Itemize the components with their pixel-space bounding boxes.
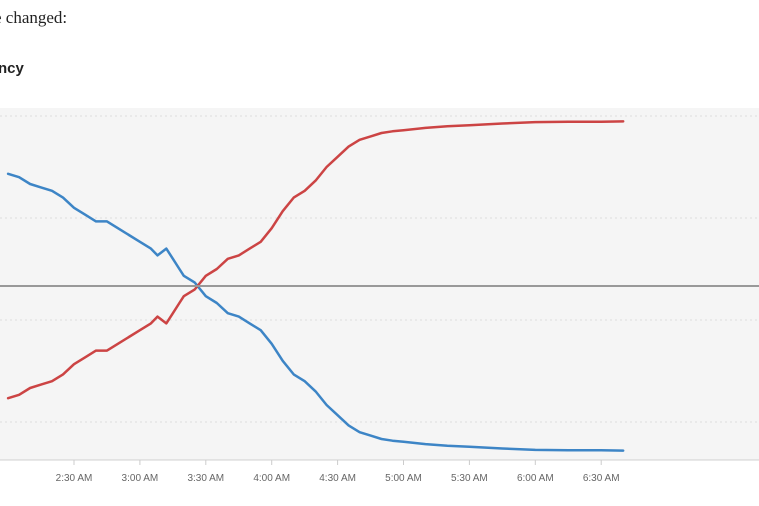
x-tick-label-0: 2:30 AM [56,473,93,484]
series-layer [6,120,625,452]
x-axis-ticks: 2:30 AM 3:00 AM 3:30 AM 4:00 AM 4:30 AM 5:00 … [56,460,620,484]
chart-heading: ncy [0,60,24,77]
intro-text: e changed: [0,8,68,27]
x-tick-label-5: 5:00 AM [385,473,422,484]
x-tick-label-1: 3:00 AM [122,473,159,484]
x-tick-label-7: 6:00 AM [517,473,554,484]
x-tick-label-8: 6:30 AM [583,473,620,484]
x-tick-label-4: 4:30 AM [319,473,356,484]
x-tick-label-2: 3:30 AM [187,473,224,484]
series-line-0 [6,172,625,452]
grid-lines [0,115,759,423]
x-tick-label-6: 5:30 AM [451,473,488,484]
x-tick-label-3: 4:00 AM [253,473,290,484]
plot-background [0,108,759,460]
series-line-1 [6,120,625,400]
